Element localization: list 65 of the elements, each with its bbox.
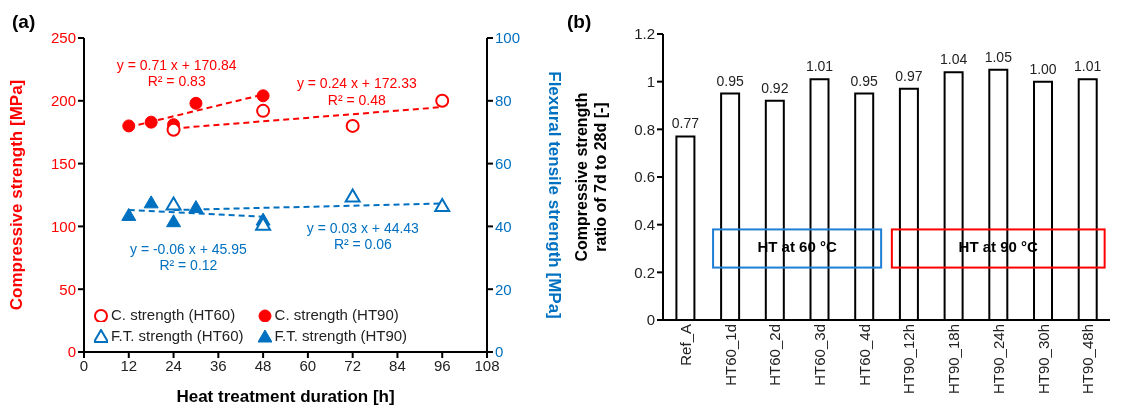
data-label: 0.92 xyxy=(761,79,789,96)
data-label: 0.95 xyxy=(850,72,879,89)
x-tick-label: 24 xyxy=(165,356,182,374)
y-tick-label: 0 xyxy=(646,311,655,329)
data-label: 1.00 xyxy=(1029,60,1057,77)
x-tick-label: 84 xyxy=(389,356,406,374)
x-tick-label: 36 xyxy=(209,356,227,374)
data-label: 0.97 xyxy=(895,67,923,84)
x-tick-label: HT60_4d xyxy=(855,324,873,386)
y-tick-label: 0.6 xyxy=(634,168,655,186)
x-tick-label: 60 xyxy=(299,356,317,374)
annotation: R² = 0.48 xyxy=(327,91,387,108)
chart-title: (a) xyxy=(12,11,36,32)
x-tick-label: 108 xyxy=(474,356,500,374)
x-tick-label: HT90_30h xyxy=(1034,324,1052,395)
y-tick-label: 100 xyxy=(50,217,76,235)
data-label: 1.01 xyxy=(805,58,834,75)
legend-label: F.T. strength (HT90) xyxy=(274,327,408,344)
data-label: 1.01 xyxy=(1074,58,1102,75)
legend-label: C. strength (HT60) xyxy=(111,306,236,323)
y-axis-title: Compressive strength [MPa] xyxy=(7,79,27,311)
y-tick-label: 0.8 xyxy=(634,120,655,138)
y-axis-title: Compressive strength ratio of 7d to 28d [-] xyxy=(573,92,609,262)
chart-title: (b) xyxy=(567,11,592,32)
data-label: 1.04 xyxy=(939,51,968,68)
data-label: 0.77 xyxy=(671,115,700,132)
legend-label: F.T. strength (HT60) xyxy=(111,327,244,344)
y-tick-label: 0.4 xyxy=(634,215,655,233)
legend-label: C. strength (HT90) xyxy=(274,306,399,323)
x-tick-label: 96 xyxy=(433,356,451,374)
y2-tick-label: 20 xyxy=(495,280,512,298)
x-tick-label: HT60_1d xyxy=(721,324,739,386)
y-tick-label: 0.2 xyxy=(634,263,655,281)
x-tick-label: HT90_48h xyxy=(1079,324,1097,395)
y-tick-label: 1.2 xyxy=(634,25,655,43)
annotation: y = -0.06 x + 45.95 xyxy=(130,240,247,257)
y2-axis-title: Flexural tensile strength [MPa] xyxy=(544,71,564,319)
x-tick-label: 12 xyxy=(120,356,138,374)
annotation: y = 0.24 x + 172.33 xyxy=(296,74,417,91)
x-tick-label: 48 xyxy=(254,356,272,374)
x-tick-label: Ref_A xyxy=(677,324,694,366)
data-label: 0.95 xyxy=(716,72,744,89)
annotation: y = 0.03 x + 44.43 xyxy=(306,220,420,237)
x-tick-label: 0 xyxy=(79,356,89,374)
x-tick-label: HT60_2d xyxy=(766,324,784,386)
annotation: R² = 0.06 xyxy=(333,235,393,252)
y-tick-label: 150 xyxy=(50,154,76,172)
y2-tick-label: 60 xyxy=(495,154,512,172)
y2-tick-label: 40 xyxy=(495,217,512,235)
x-tick-label: HT90_18h xyxy=(945,324,963,395)
y-tick-label: 200 xyxy=(50,92,76,110)
annotation: y = 0.71 x + 170.84 xyxy=(116,56,237,73)
x-tick-label: HT90_24h xyxy=(989,324,1007,395)
data-label: 1.05 xyxy=(984,48,1013,65)
y2-tick-label: 100 xyxy=(495,29,521,47)
annotation: R² = 0.12 xyxy=(159,256,218,273)
annotation: R² = 0.83 xyxy=(147,72,206,89)
y-tick-label: 1 xyxy=(646,72,655,90)
y-tick-label: 250 xyxy=(50,29,76,47)
x-axis-title: Heat treatment duration [h] xyxy=(176,387,395,406)
y-tick-label: 50 xyxy=(59,280,76,298)
x-tick-label: HT60_3d xyxy=(811,324,829,386)
x-tick-label: 72 xyxy=(344,356,362,374)
x-tick-label: HT90_12h xyxy=(900,324,918,395)
y2-tick-label: 80 xyxy=(495,92,512,110)
